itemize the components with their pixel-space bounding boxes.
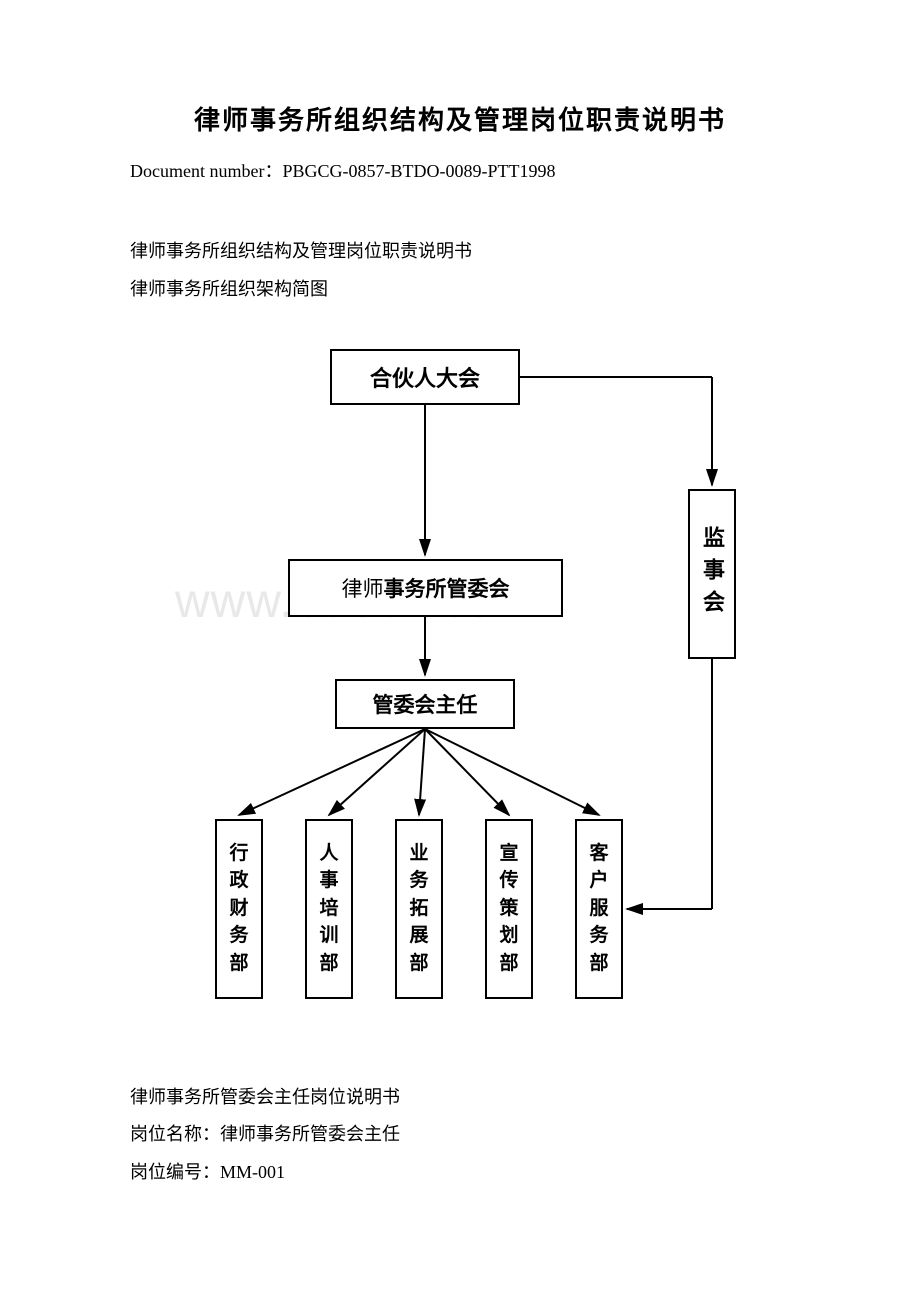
position-name-label: 岗位名称：: [130, 1124, 220, 1144]
org-node-committee-director: 管委会主任: [335, 679, 515, 729]
footer-line-3: 岗位编号：MM-001: [130, 1154, 800, 1192]
document-number: Document number：PBGCG-0857-BTDO-0089-PTT…: [130, 157, 800, 183]
org-node-supervisory-board: 监事会: [688, 489, 736, 659]
org-node-dept-hr-training: 人事培训部: [305, 819, 353, 999]
position-code-value: MM-001: [220, 1162, 285, 1182]
document-title: 律师事务所组织结构及管理岗位职责说明书: [120, 100, 800, 137]
intro-line-1: 律师事务所组织结构及管理岗位职责说明书: [130, 233, 800, 271]
org-node-dept-business-dev: 业务拓展部: [395, 819, 443, 999]
mgmt-label-bold: 事务所管委会: [384, 573, 510, 603]
position-name-value: 律师事务所管委会主任: [220, 1124, 400, 1144]
org-chart: www.bdocx.com 合伙人大会 监事会 律师事务所管委会 管委会主任 行…: [120, 349, 800, 1029]
mgmt-label-plain: 律师: [342, 573, 384, 603]
org-node-dept-admin-finance: 行政财务部: [215, 819, 263, 999]
footer-line-2: 岗位名称：律师事务所管委会主任: [130, 1116, 800, 1154]
org-node-dept-publicity: 宣传策划部: [485, 819, 533, 999]
org-node-dept-customer-service: 客户服务部: [575, 819, 623, 999]
org-node-management-committee: 律师事务所管委会: [288, 559, 563, 617]
footer-section: 律师事务所管委会主任岗位说明书 岗位名称：律师事务所管委会主任 岗位编号：MM-…: [120, 1079, 800, 1192]
intro-line-2: 律师事务所组织架构简图: [130, 271, 800, 309]
org-node-partners-assembly: 合伙人大会: [330, 349, 520, 405]
doc-number-label: Document number：: [130, 161, 282, 181]
footer-line-1: 律师事务所管委会主任岗位说明书: [130, 1079, 800, 1117]
position-code-label: 岗位编号：: [130, 1162, 220, 1182]
doc-number-value: PBGCG-0857-BTDO-0089-PTT1998: [282, 161, 555, 181]
